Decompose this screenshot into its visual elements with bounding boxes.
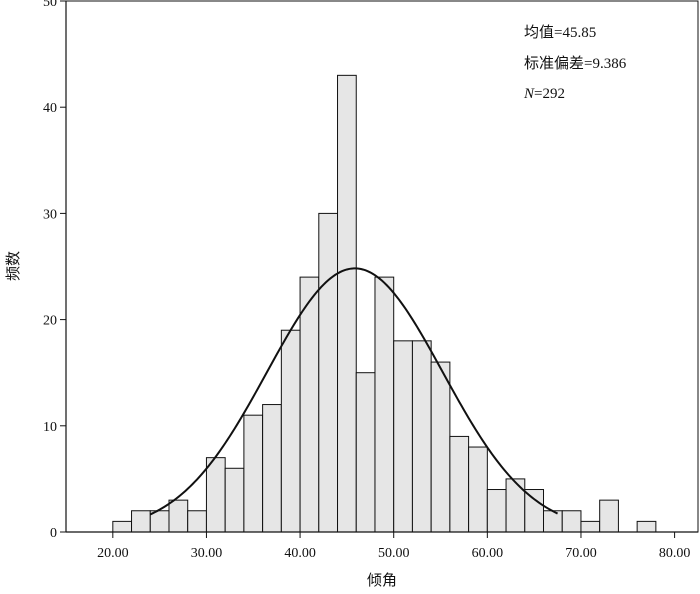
histogram-bar xyxy=(393,340,413,533)
histogram-bar xyxy=(486,489,507,533)
histogram-bar xyxy=(112,520,133,533)
histogram-bar xyxy=(505,478,526,533)
y-tick-label: 10 xyxy=(43,420,57,435)
histogram-bar xyxy=(224,467,245,533)
histogram-bar xyxy=(355,372,376,533)
y-tick-labels: 0 10 20 30 40 50 xyxy=(43,0,57,541)
x-tick-label: 30.00 xyxy=(191,546,223,561)
x-tick-label: 70.00 xyxy=(565,546,597,561)
x-tick-label: 40.00 xyxy=(284,546,316,561)
histogram-bar xyxy=(599,499,619,533)
y-tick-label: 0 xyxy=(50,526,57,541)
sd-annotation: 标准偏差=9.386 xyxy=(524,55,627,72)
histogram-bar xyxy=(374,276,395,533)
histogram-bar xyxy=(299,276,320,533)
x-tick-label: 80.00 xyxy=(659,546,691,561)
bars xyxy=(112,74,657,533)
histogram-bar xyxy=(168,499,189,533)
histogram-bar xyxy=(468,446,488,533)
x-tick-label: 60.00 xyxy=(472,546,504,561)
histogram-bar xyxy=(636,520,657,533)
normal-curve xyxy=(149,267,559,516)
histogram-bar xyxy=(205,457,226,533)
histogram-bar xyxy=(187,510,207,533)
histogram-bar xyxy=(131,510,151,533)
x-tick-label: 20.00 xyxy=(97,546,129,561)
mean-annotation: 均值=45.85 xyxy=(524,24,596,41)
histogram-bar xyxy=(449,435,470,533)
y-tick-label: 40 xyxy=(43,101,57,116)
y-axis-title: 频数 xyxy=(4,251,22,281)
x-axis-title: 倾角 xyxy=(367,571,397,589)
n-value: =292 xyxy=(534,86,565,102)
histogram-bar xyxy=(411,340,432,533)
histogram-bar xyxy=(262,404,282,533)
x-tick-label: 50.00 xyxy=(378,546,410,561)
n-label: N xyxy=(523,86,535,102)
n-annotation: N=292 xyxy=(523,86,565,102)
y-tick-label: 50 xyxy=(43,0,57,10)
histogram-bar xyxy=(430,361,451,533)
axis-ticks xyxy=(60,0,676,538)
histogram-bar xyxy=(318,212,339,533)
histogram-bar xyxy=(561,510,582,533)
x-tick-labels: 20.00 30.00 40.00 50.00 60.00 70.00 80.00 xyxy=(97,546,690,561)
histogram-bar xyxy=(580,520,601,533)
histogram-bar xyxy=(543,510,563,533)
y-tick-label: 30 xyxy=(43,207,57,222)
histogram-bar xyxy=(337,74,357,533)
histogram-bar xyxy=(243,414,264,533)
histogram-bar xyxy=(280,329,301,533)
y-tick-label: 20 xyxy=(43,314,57,329)
histogram-bar xyxy=(524,489,545,533)
